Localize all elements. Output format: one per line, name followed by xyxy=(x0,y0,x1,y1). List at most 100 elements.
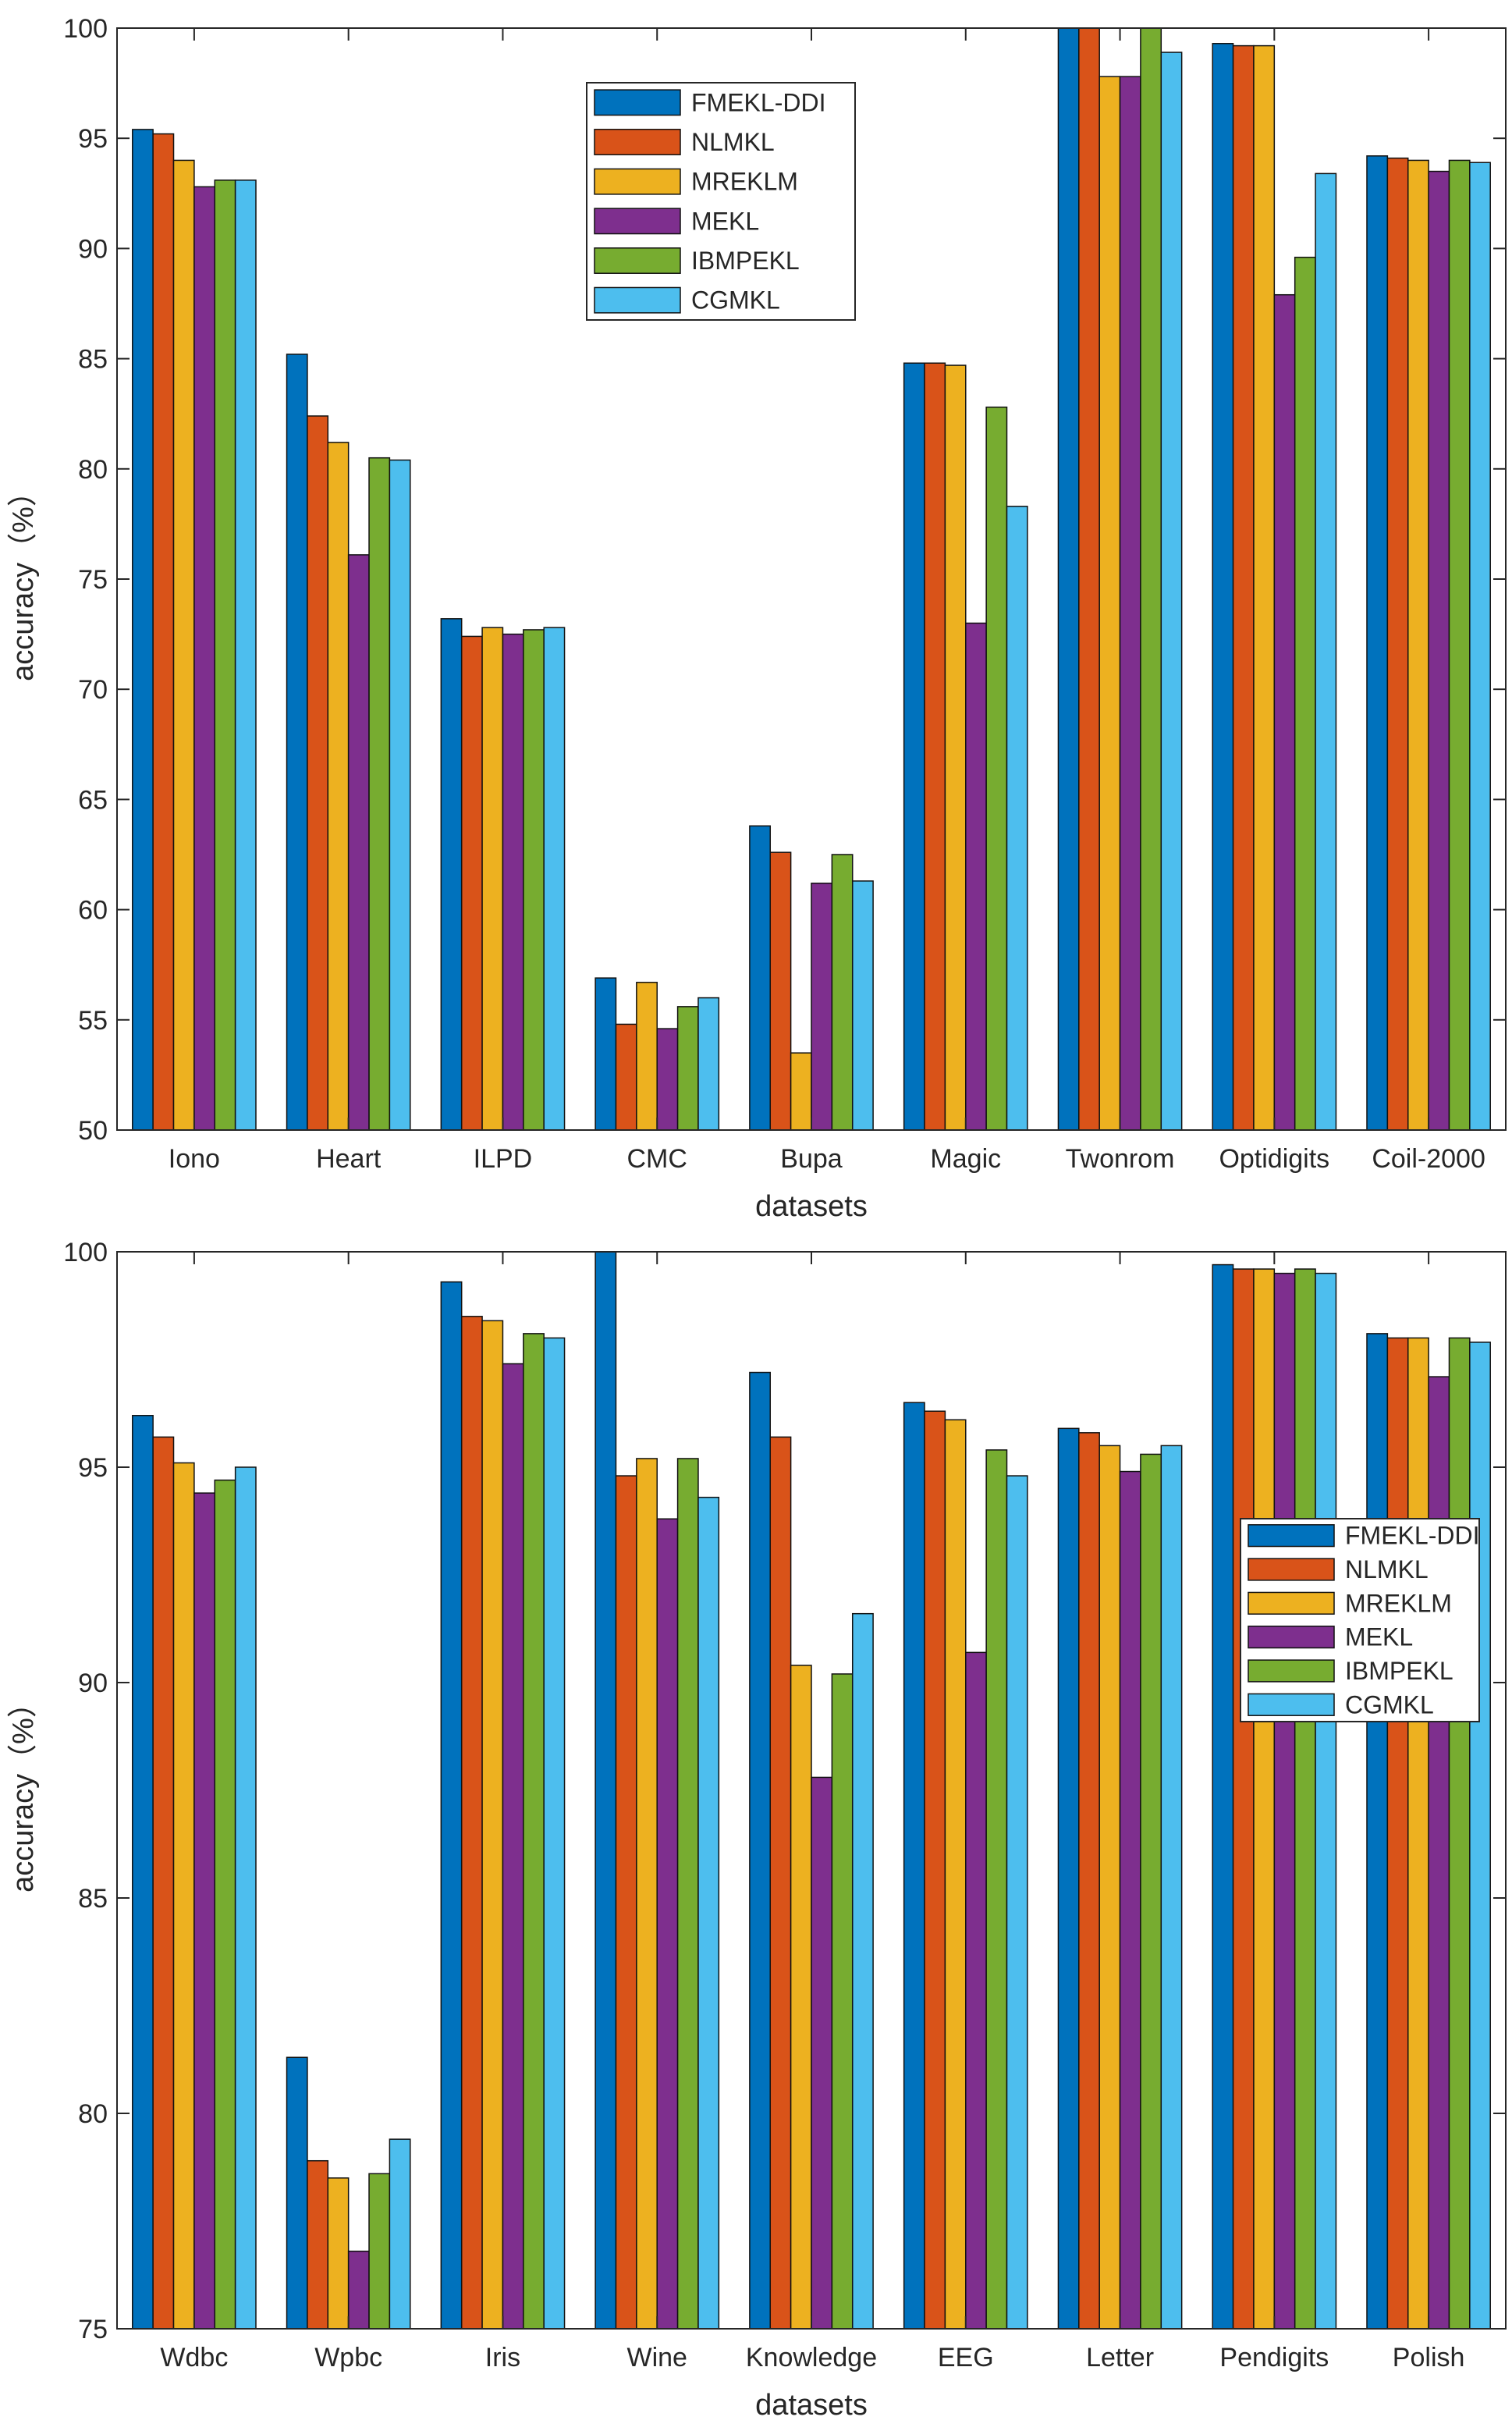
bar-ibmpekl-magic xyxy=(985,406,1008,1131)
bar-mreklm-twonrom xyxy=(1099,76,1121,1131)
x-axis-label: datasets xyxy=(755,1190,868,1223)
legend-swatch xyxy=(1248,1524,1335,1548)
bar-cgmkl-optidigits xyxy=(1315,172,1337,1131)
y-tick-label: 100 xyxy=(63,1238,108,1267)
bar-fmekl-ddi-optidigits xyxy=(1212,43,1234,1131)
legend: FMEKL-DDI NLMKL MREKLM MEKL IBMPEKL CGMKL xyxy=(586,82,856,321)
bar-fmekl-ddi-wdbc xyxy=(132,1415,154,2330)
bar-nlmkl-knowledge xyxy=(769,1436,792,2330)
bar-mekl-twonrom xyxy=(1119,76,1141,1131)
legend-entry: CGMKL xyxy=(691,286,780,315)
bar-mreklm-polish xyxy=(1407,1337,1429,2330)
bar-fmekl-ddi-wine xyxy=(595,1251,617,2330)
x-tick-label: Magic xyxy=(930,1144,1001,1174)
bar-cgmkl-iris xyxy=(543,1337,566,2330)
legend-swatch xyxy=(1248,1693,1335,1716)
bar-ibmpekl-coil-2000 xyxy=(1448,159,1471,1131)
legend-swatch xyxy=(594,129,681,155)
legend-box xyxy=(1240,1518,1480,1722)
bar-mekl-letter xyxy=(1119,1470,1141,2330)
bar-fmekl-ddi-bupa xyxy=(749,825,772,1131)
bar-fmekl-ddi-heart xyxy=(286,354,308,1131)
bar-ibmpekl-polish xyxy=(1448,1337,1471,2330)
bar-fmekl-ddi-letter xyxy=(1057,1427,1080,2330)
bar-mekl-eeg xyxy=(965,1651,987,2330)
bar-nlmkl-twonrom xyxy=(1078,27,1100,1131)
legend-entry: NLMKL xyxy=(691,128,775,156)
bar-fmekl-ddi-iono xyxy=(132,129,154,1131)
legend-swatch xyxy=(594,168,681,195)
bar-ibmpekl-bupa xyxy=(831,854,854,1131)
bar-nlmkl-wdbc xyxy=(152,1436,175,2330)
bar-mekl-iris xyxy=(502,1363,524,2330)
bar-fmekl-ddi-pendigits xyxy=(1212,1263,1234,2330)
bar-mekl-coil-2000 xyxy=(1428,170,1450,1131)
legend-swatch xyxy=(594,89,681,116)
bar-fmekl-ddi-twonrom xyxy=(1057,27,1080,1131)
bar-mekl-magic xyxy=(965,622,987,1131)
bar-nlmkl-iono xyxy=(152,133,175,1131)
x-tick-label: Iono xyxy=(169,1144,220,1174)
bar-ibmpekl-letter xyxy=(1140,1453,1162,2330)
x-tick-label: Twonrom xyxy=(1066,1144,1175,1174)
bar-mreklm-iris xyxy=(481,1320,504,2330)
x-tick-label: Pendigits xyxy=(1219,2343,1329,2372)
legend-entry: IBMPEKL xyxy=(1345,1657,1453,1685)
x-tick-label: ILPD xyxy=(474,1144,533,1174)
bar-mreklm-letter xyxy=(1099,1445,1121,2330)
bar-mekl-knowledge xyxy=(811,1776,833,2330)
bar-cgmkl-eeg xyxy=(1006,1475,1028,2330)
x-tick-label: Letter xyxy=(1086,2343,1154,2372)
x-axis-label: datasets xyxy=(755,2389,868,2422)
bar-fmekl-ddi-iris xyxy=(440,1281,463,2330)
bar-cgmkl-polish xyxy=(1469,1342,1491,2330)
bar-ibmpekl-wine xyxy=(676,1458,699,2330)
x-tick-label: Wine xyxy=(626,2343,687,2372)
y-tick-label: 75 xyxy=(78,2315,108,2344)
bar-mreklm-knowledge xyxy=(790,1665,812,2330)
y-tick-label: 85 xyxy=(78,345,108,375)
bar-fmekl-ddi-cmc xyxy=(595,977,617,1131)
bar-ibmpekl-eeg xyxy=(985,1449,1008,2330)
y-tick-label: 55 xyxy=(78,1006,108,1036)
bar-fmekl-ddi-coil-2000 xyxy=(1366,155,1389,1131)
bar-nlmkl-cmc xyxy=(615,1023,637,1131)
y-tick-label: 90 xyxy=(78,1669,108,1698)
bar-mekl-wine xyxy=(656,1518,679,2330)
legend-entry: FMEKL-DDI xyxy=(691,88,825,116)
legend-swatch xyxy=(1248,1626,1335,1649)
bar-nlmkl-pendigits xyxy=(1232,1268,1255,2330)
y-axis-label: accuracy（%） xyxy=(7,1688,40,1893)
y-tick-label: 80 xyxy=(78,2099,108,2129)
bar-mekl-heart xyxy=(347,554,370,1131)
bar-cgmkl-wdbc xyxy=(234,1466,257,2330)
y-tick-label: 70 xyxy=(78,675,108,705)
bar-nlmkl-eeg xyxy=(924,1410,946,2330)
legend-entry: NLMKL xyxy=(1345,1555,1429,1583)
bar-cgmkl-bupa xyxy=(851,880,874,1131)
legend-box xyxy=(586,82,856,321)
bar-mreklm-wine xyxy=(636,1458,658,2330)
bar-fmekl-ddi-eeg xyxy=(903,1402,925,2330)
x-tick-label: CMC xyxy=(627,1144,687,1174)
bar-cgmkl-cmc xyxy=(697,997,720,1131)
legend-swatch xyxy=(1248,1659,1335,1683)
bar-mreklm-cmc xyxy=(636,982,658,1131)
bar-ibmpekl-ilpd xyxy=(523,629,545,1131)
bar-mekl-ilpd xyxy=(502,633,524,1131)
legend-swatch xyxy=(1248,1558,1335,1581)
bar-mekl-pendigits xyxy=(1273,1272,1296,2330)
y-tick-label: 80 xyxy=(78,455,108,485)
chart-2: 75 80 85 90 95 100 Wdbc Wpbc Iris Wine Knowledge EE… xyxy=(7,1238,1507,2422)
bar-ibmpekl-cmc xyxy=(676,1006,699,1131)
legend-entry: CGMKL xyxy=(1345,1690,1434,1718)
y-tick-label: 75 xyxy=(78,565,108,595)
x-tick-label: Bupa xyxy=(780,1144,842,1174)
bar-mreklm-wpbc xyxy=(327,2177,350,2330)
bar-nlmkl-iris xyxy=(460,1316,483,2330)
bar-mreklm-optidigits xyxy=(1253,44,1276,1131)
bar-nlmkl-bupa xyxy=(769,851,792,1131)
x-tick-label: Wdbc xyxy=(160,2343,228,2372)
bar-cgmkl-iono xyxy=(234,179,257,1131)
